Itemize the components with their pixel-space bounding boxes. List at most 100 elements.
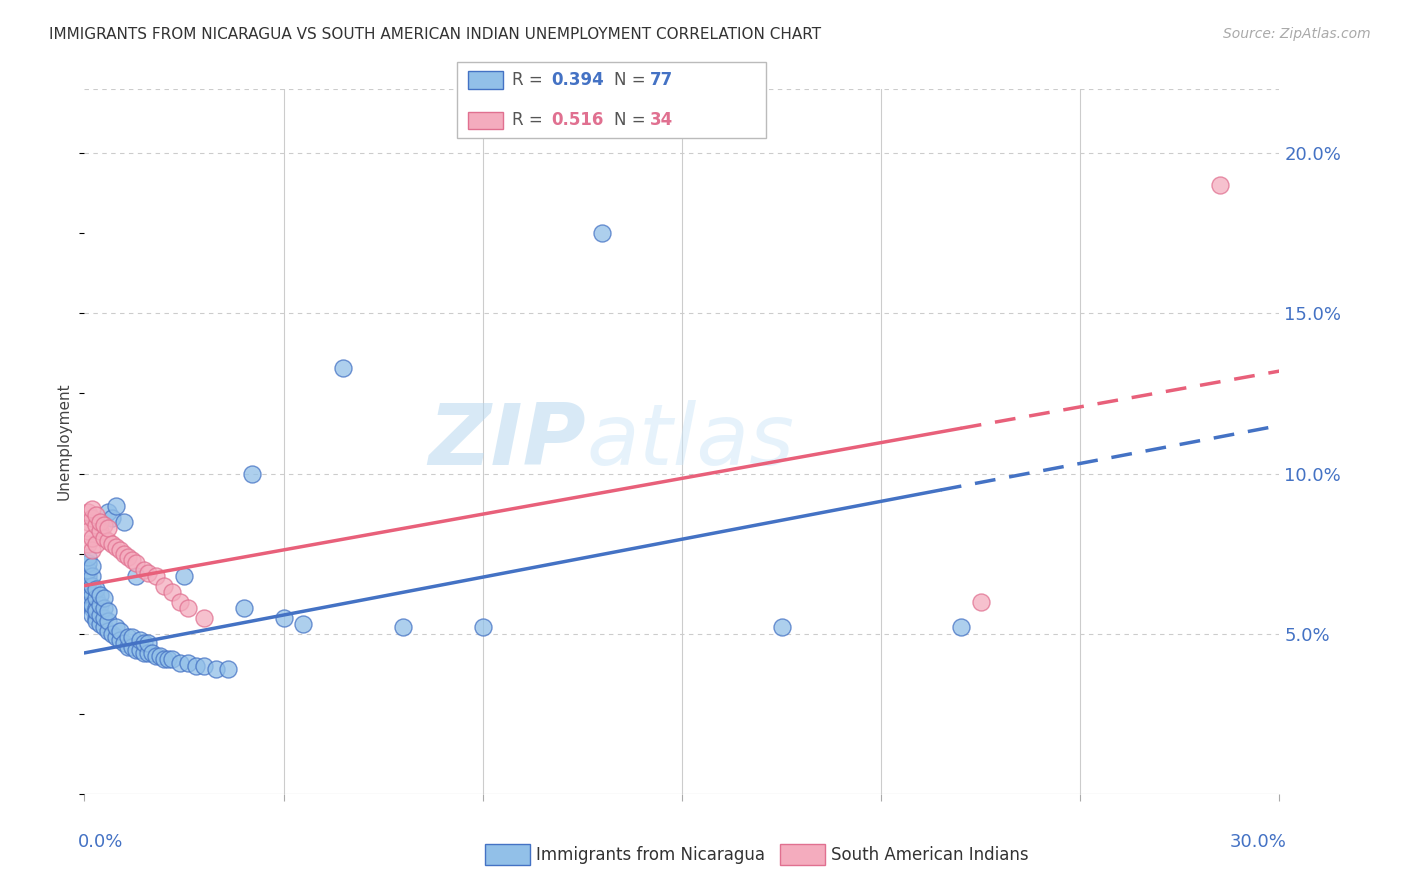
Point — [332, 360, 354, 375]
Point — [153, 579, 176, 593]
Point — [132, 636, 156, 650]
Point — [93, 620, 115, 634]
Point — [392, 620, 415, 634]
Point — [110, 624, 132, 638]
Point — [86, 537, 108, 551]
Text: IMMIGRANTS FROM NICARAGUA VS SOUTH AMERICAN INDIAN UNEMPLOYMENT CORRELATION CHAR: IMMIGRANTS FROM NICARAGUA VS SOUTH AMERI… — [49, 27, 821, 42]
Point — [77, 582, 100, 596]
Point — [240, 467, 263, 481]
Point — [471, 620, 494, 634]
Point — [105, 540, 128, 554]
Point — [77, 563, 100, 577]
Point — [136, 566, 159, 580]
Point — [101, 626, 124, 640]
Point — [77, 595, 100, 609]
Point — [82, 607, 104, 622]
Point — [117, 640, 139, 654]
Point — [193, 610, 215, 624]
Point — [157, 652, 180, 666]
Point — [77, 549, 100, 564]
Point — [121, 630, 143, 644]
Point — [77, 537, 100, 551]
Point — [86, 604, 108, 618]
Point — [136, 636, 159, 650]
Point — [77, 524, 100, 539]
Point — [93, 601, 115, 615]
Text: R =: R = — [512, 112, 548, 129]
Point — [86, 508, 108, 523]
Text: Source: ZipAtlas.com: Source: ZipAtlas.com — [1223, 27, 1371, 41]
Point — [169, 656, 191, 670]
Point — [1209, 178, 1232, 193]
Point — [97, 505, 120, 519]
Point — [86, 582, 108, 596]
Point — [105, 499, 128, 513]
Point — [169, 595, 191, 609]
Point — [77, 588, 100, 602]
Point — [132, 563, 156, 577]
Point — [77, 515, 100, 529]
Point — [89, 588, 111, 602]
Text: 0.516: 0.516 — [551, 112, 603, 129]
Point — [82, 579, 104, 593]
Point — [97, 624, 120, 638]
Point — [145, 649, 167, 664]
Point — [153, 652, 176, 666]
Point — [591, 227, 613, 241]
Point — [86, 614, 108, 628]
Point — [136, 646, 159, 660]
Point — [125, 569, 148, 583]
Point — [89, 607, 111, 622]
Point — [141, 646, 163, 660]
Point — [82, 559, 104, 574]
Point — [77, 505, 100, 519]
Text: 30.0%: 30.0% — [1229, 833, 1286, 851]
Point — [292, 617, 315, 632]
Text: N =: N = — [614, 71, 651, 89]
Point — [184, 658, 207, 673]
Point — [193, 658, 215, 673]
Point — [173, 569, 195, 583]
Point — [117, 630, 139, 644]
Point — [105, 630, 128, 644]
Text: 0.0%: 0.0% — [77, 833, 122, 851]
Point — [949, 620, 972, 634]
Point — [93, 610, 115, 624]
Point — [273, 610, 295, 624]
Point — [217, 662, 239, 676]
Point — [89, 617, 111, 632]
Point — [93, 517, 115, 532]
Point — [112, 515, 135, 529]
Point — [82, 598, 104, 612]
Text: South American Indians: South American Indians — [831, 846, 1029, 863]
Point — [89, 524, 111, 539]
Point — [205, 662, 228, 676]
Point — [105, 620, 128, 634]
Point — [177, 601, 200, 615]
Point — [129, 642, 152, 657]
Point — [232, 601, 254, 615]
Point — [121, 553, 143, 567]
Text: 77: 77 — [650, 71, 673, 89]
Point — [89, 515, 111, 529]
Point — [110, 633, 132, 648]
Point — [93, 591, 115, 606]
Point — [129, 633, 152, 648]
Point — [970, 595, 993, 609]
Text: Immigrants from Nicaragua: Immigrants from Nicaragua — [536, 846, 765, 863]
Point — [86, 517, 108, 532]
Text: R =: R = — [512, 71, 548, 89]
Point — [770, 620, 793, 634]
Point — [82, 569, 104, 583]
Point — [97, 614, 120, 628]
Point — [86, 601, 108, 615]
Point — [97, 533, 120, 548]
Point — [125, 642, 148, 657]
Point — [101, 537, 124, 551]
Text: 34: 34 — [650, 112, 673, 129]
Point — [97, 604, 120, 618]
Point — [160, 652, 183, 666]
Point — [86, 591, 108, 606]
Text: N =: N = — [614, 112, 651, 129]
Text: 0.394: 0.394 — [551, 71, 605, 89]
